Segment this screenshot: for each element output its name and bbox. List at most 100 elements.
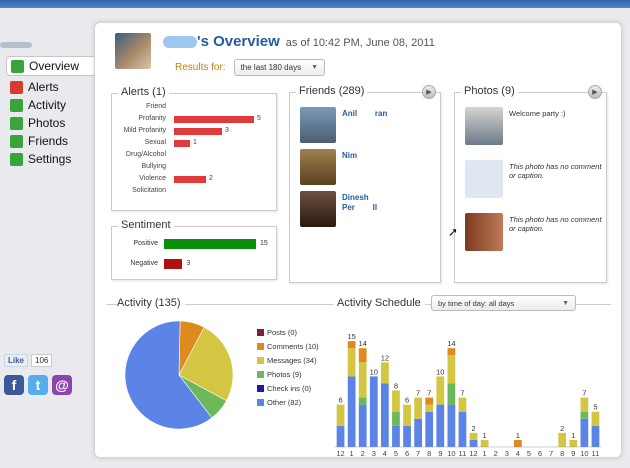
sentiment-label: Negative xyxy=(130,260,158,267)
alert-count: 1 xyxy=(193,139,197,146)
social-icons: f t @ xyxy=(4,375,72,395)
alert-label: Bullying xyxy=(141,163,166,170)
photo-caption: This photo has no comment or caption. xyxy=(509,162,602,180)
friend-item[interactable]: Nim xyxy=(300,149,440,185)
facebook-like[interactable]: Like 106 xyxy=(4,354,72,367)
legend-item: Other (82) xyxy=(257,395,319,409)
page-title: 's Overview as of 10:42 PM, June 08, 2011 xyxy=(163,33,435,50)
title-text: 's Overview xyxy=(197,33,280,50)
sidebar-item-photos[interactable]: Photos xyxy=(6,114,96,132)
photo-thumbnail[interactable] xyxy=(465,213,503,251)
sentiment-row: Negative 3 xyxy=(112,258,278,270)
schedule-tick-label: 1 xyxy=(483,449,487,457)
pie-slice xyxy=(124,320,213,430)
schedule-bar-segment xyxy=(480,439,489,447)
sidebar-item-alerts[interactable]: Alerts xyxy=(6,78,96,96)
sidebar-item-activity[interactable]: Activity xyxy=(6,96,96,114)
legend-swatch xyxy=(257,356,264,364)
photos-icon xyxy=(10,116,23,130)
schedule-filter-select[interactable]: by time of day: all days ▼ xyxy=(431,295,576,311)
friend-name[interactable]: Per ll xyxy=(342,203,378,212)
schedule-bar-segment xyxy=(469,432,478,440)
like-button[interactable]: Like xyxy=(4,354,29,367)
schedule-total-label: 1 xyxy=(571,431,575,440)
friends-next-icon[interactable]: ▶ xyxy=(422,85,436,99)
sidebar-item-overview[interactable]: Overview xyxy=(6,56,96,76)
photos-next-icon[interactable]: ▶ xyxy=(588,85,602,99)
photo-item[interactable]: This photo has no comment or caption. xyxy=(465,213,605,251)
alert-bar xyxy=(174,128,222,135)
schedule-bar-segment xyxy=(591,425,600,447)
legend-swatch xyxy=(257,384,264,392)
schedule-total-label: 14 xyxy=(359,339,367,348)
alerts-box: Alerts (1) Friend Profanity 5 Mild Profanit… xyxy=(111,86,278,211)
facebook-icon[interactable]: f xyxy=(4,375,24,395)
email-icon[interactable]: @ xyxy=(52,375,72,395)
schedule-bar-segment xyxy=(358,404,367,447)
activity-legend: Posts (0) Comments (10) Messages (34) Photo… xyxy=(257,325,319,409)
sentiment-bar xyxy=(164,239,256,249)
schedule-total-label: 2 xyxy=(471,424,475,433)
schedule-tick-label: 5 xyxy=(527,449,531,457)
schedule-bar-segment xyxy=(403,404,411,426)
photo-item[interactable]: Welcome party :) xyxy=(465,107,605,145)
schedule-bar-segment xyxy=(591,411,600,426)
friend-name[interactable]: Anil ran xyxy=(342,109,388,118)
schedule-total-label: 10 xyxy=(436,367,444,376)
legend-label: Check ins (0) xyxy=(267,383,312,393)
legend-item: Photos (9) xyxy=(257,367,319,381)
legend-swatch xyxy=(257,370,264,378)
photo-item[interactable]: This photo has no comment or caption. xyxy=(465,160,605,198)
schedule-total-label: 12 xyxy=(381,353,389,362)
schedule-bar-segment xyxy=(569,439,578,447)
sidebar-item-friends[interactable]: Friends xyxy=(6,132,96,150)
photo-thumbnail[interactable] xyxy=(465,160,503,198)
sentiment-row: Positive 15 xyxy=(112,238,278,250)
friend-photo[interactable] xyxy=(300,149,336,185)
schedule-bar-segment xyxy=(513,439,522,447)
activity-icon xyxy=(10,98,23,112)
friend-photo[interactable] xyxy=(300,191,336,227)
friend-name[interactable]: Dinesh xyxy=(342,193,369,202)
schedule-total-label: 14 xyxy=(447,339,455,348)
alert-row: Solicitation xyxy=(112,186,278,197)
photo-caption: Welcome party :) xyxy=(509,109,566,118)
alerts-title[interactable]: Alerts (1) xyxy=(118,86,169,98)
friend-photo[interactable] xyxy=(300,107,336,143)
photos-title[interactable]: Photos (9) xyxy=(461,85,518,97)
alert-count: 2 xyxy=(209,175,213,182)
friend-item[interactable]: Dinesh Per ll xyxy=(300,191,440,227)
settings-icon xyxy=(10,152,23,166)
friend-item[interactable]: Anil ran xyxy=(300,107,440,143)
sidebar-item-settings[interactable]: Settings xyxy=(6,150,96,168)
legend-item: Comments (10) xyxy=(257,339,319,353)
schedule-bar-segment xyxy=(380,362,389,384)
schedule-bar-segment xyxy=(347,341,356,349)
schedule-bar-segment xyxy=(580,397,589,412)
photo-thumbnail[interactable] xyxy=(465,107,503,145)
schedule-total-label: 1 xyxy=(516,431,520,440)
pie-slice xyxy=(178,326,234,402)
schedule-tick-label: 3 xyxy=(372,449,376,457)
schedule-tick-label: 2 xyxy=(494,449,498,457)
schedule-filter-value: by time of day: all days xyxy=(438,298,515,308)
schedule-bar-segment xyxy=(425,411,434,447)
friends-title[interactable]: Friends (289) xyxy=(296,85,368,97)
alert-row: Violence 2 xyxy=(112,174,278,185)
schedule-bar-segment xyxy=(425,404,434,412)
twitter-icon[interactable]: t xyxy=(28,375,48,395)
friend-name[interactable]: Nim xyxy=(342,151,371,160)
schedule-tick-label: 11 xyxy=(459,449,467,457)
alert-bar xyxy=(174,116,254,123)
schedule-total-label: 10 xyxy=(370,367,378,376)
alert-row: Sexual 1 xyxy=(112,138,278,149)
schedule-bar-segment xyxy=(447,383,456,405)
schedule-total-label: 1 xyxy=(483,431,487,440)
schedule-tick-label: 4 xyxy=(516,449,520,457)
schedule-bar-segment xyxy=(358,348,367,363)
schedule-tick-label: 2 xyxy=(361,449,365,457)
results-select[interactable]: the last 180 days ▼ xyxy=(233,59,325,76)
alert-bar xyxy=(174,176,206,183)
schedule-bar-segment xyxy=(392,411,400,426)
